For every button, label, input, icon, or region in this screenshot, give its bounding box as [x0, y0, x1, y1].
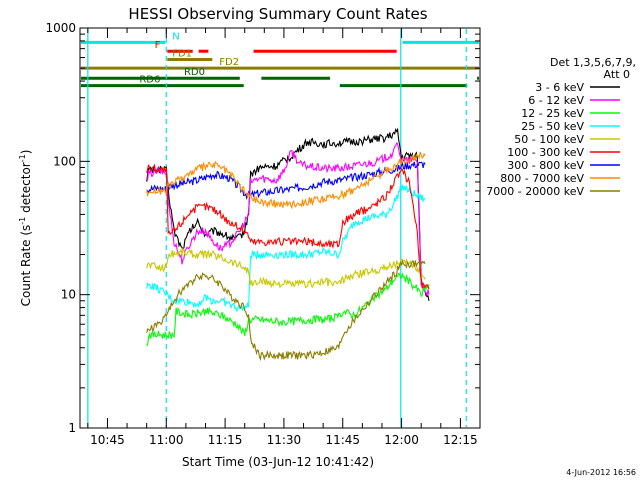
- legend-label-5: 100 - 300 keV: [507, 146, 584, 159]
- y-tick-label-3: 1000: [45, 21, 76, 35]
- y-tick-label-2: 100: [53, 154, 76, 168]
- y-tick-label-1: 10: [61, 288, 76, 302]
- legend-label-7: 800 - 7000 keV: [500, 172, 584, 185]
- series-line-1: [146, 142, 430, 296]
- y-axis-label-part3: ): [19, 150, 33, 155]
- flag-label-RD6: RD6: [139, 75, 160, 86]
- x-axis-label: Start Time (03-Jun-12 10:41:42): [182, 455, 374, 469]
- series-lines: [146, 127, 430, 362]
- legend-label-6: 300 - 800 keV: [507, 159, 584, 172]
- legend-header-line1: Det 1,3,5,6,7,9,: [550, 56, 636, 69]
- legend-header-line2: Att 0: [604, 68, 630, 81]
- flag-bars: NF FD1 FD2 RD0 RD6: [81, 31, 479, 88]
- y-axis: 1 10 100 1000: [45, 21, 480, 435]
- x-tick-label-3: 11:30: [267, 433, 302, 447]
- series-line-5: [146, 163, 430, 290]
- y-axis-label-part1: Count Rate (s: [19, 225, 33, 307]
- legend-label-2: 12 - 25 keV: [521, 107, 584, 120]
- y-axis-label-sup2: -1: [18, 154, 27, 162]
- chart-title: HESSI Observing Summary Count Rates: [128, 5, 427, 23]
- series-line-3: [146, 184, 426, 313]
- time-markers: [87, 29, 467, 427]
- x-tick-label-0: 10:45: [90, 433, 125, 447]
- plot-area: NF FD1 FD2 RD0 RD6: [81, 29, 479, 427]
- y-tick-label-0: 1: [68, 421, 76, 435]
- series-line-2: [146, 272, 430, 347]
- x-tick-label-4: 11:45: [325, 433, 360, 447]
- y-axis-label-sup1: -1: [18, 217, 27, 225]
- y-axis-label: Count Rate (s-1 detector-1): [18, 150, 33, 307]
- series-line-6: [146, 161, 426, 200]
- x-tick-label-1: 11:00: [149, 433, 184, 447]
- series-line-8: [146, 258, 426, 362]
- flag-label-N: N: [172, 31, 179, 42]
- legend-label-8: 7000 - 20000 keV: [486, 185, 584, 198]
- legend-label-3: 25 - 50 keV: [521, 120, 584, 133]
- flag-label-FD2: FD2: [219, 57, 239, 68]
- legend-label-1: 6 - 12 keV: [528, 94, 584, 107]
- flag-label-FD1: FD1: [172, 49, 192, 60]
- flag-label-F: F: [155, 40, 161, 51]
- flag-label-RD0: RD0: [184, 67, 205, 78]
- legend-label-0: 3 - 6 keV: [535, 81, 584, 94]
- series-line-7: [146, 151, 426, 210]
- series-line-4: [146, 246, 426, 289]
- x-tick-label-6: 12:15: [443, 433, 478, 447]
- x-tick-label-2: 11:15: [208, 433, 243, 447]
- series-line-0: [146, 127, 430, 301]
- legend-label-4: 50 - 100 keV: [514, 133, 584, 146]
- x-tick-label-5: 12:00: [384, 433, 419, 447]
- plot-timestamp: 4-Jun-2012 16:56: [566, 468, 636, 477]
- y-axis-label-part2: detector: [19, 162, 33, 217]
- plot-frame: [79, 27, 481, 429]
- x-axis: 10:45 11:00 11:15 11:30 11:45 12:00 12:15: [87, 28, 481, 447]
